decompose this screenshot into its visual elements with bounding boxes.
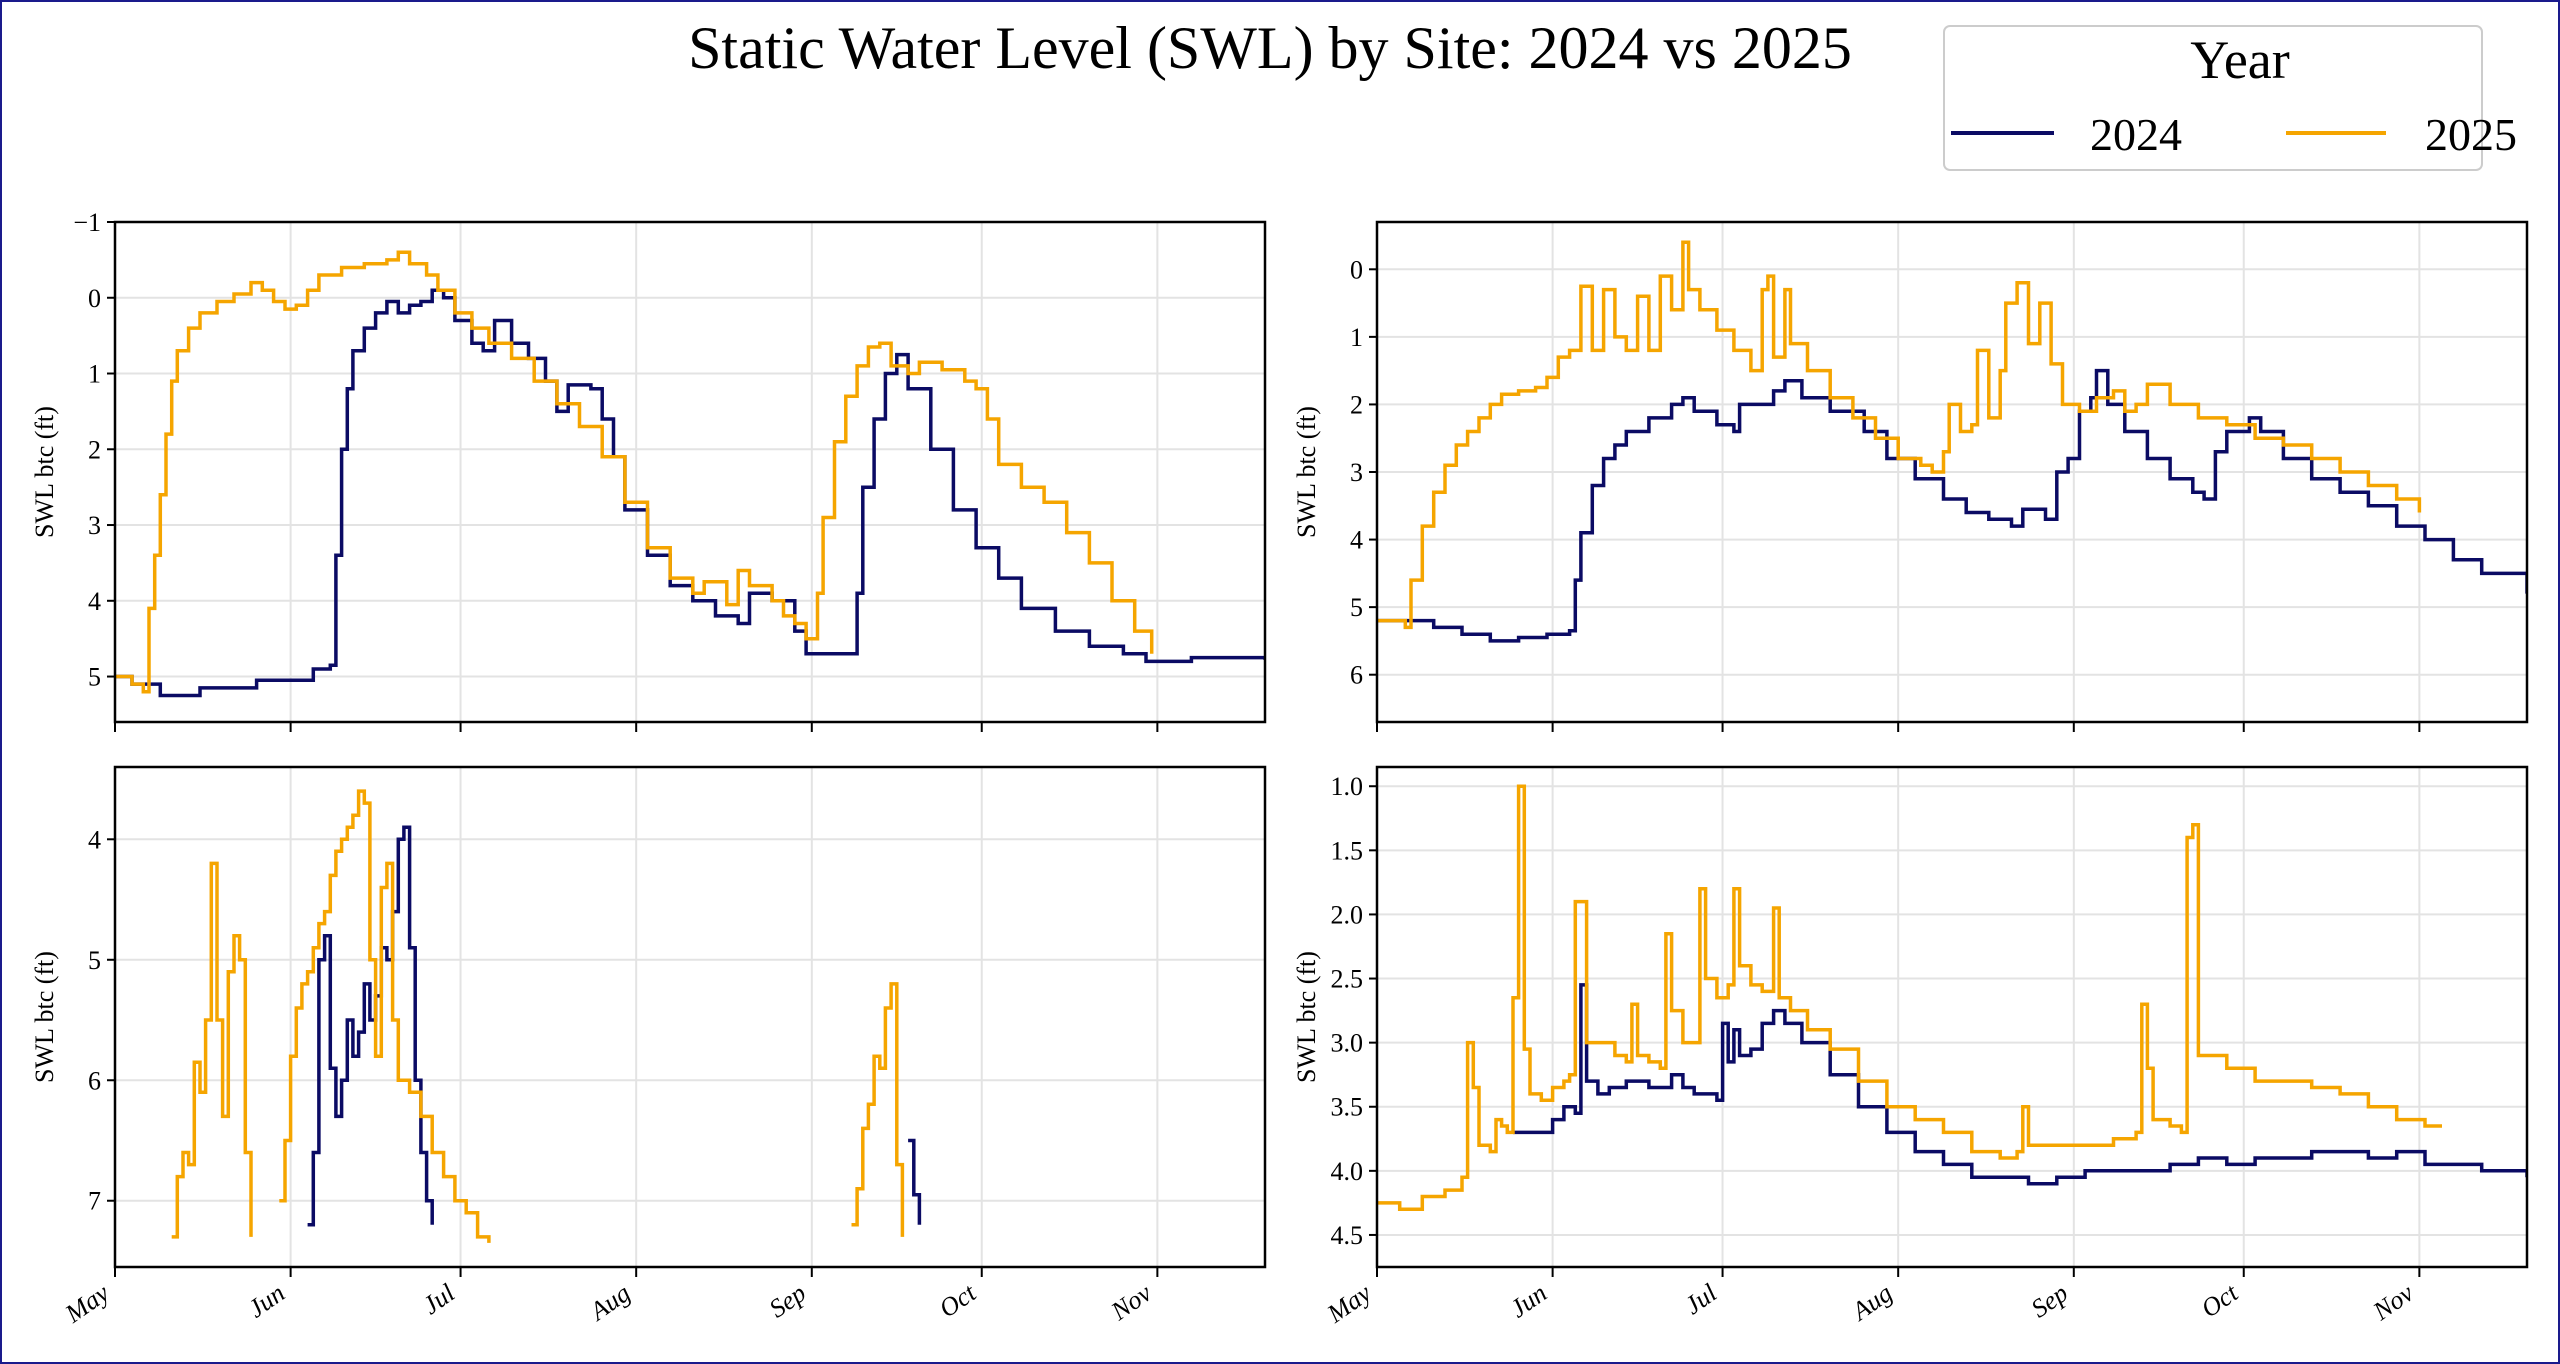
- y-axis-label: SWL btc (ft): [30, 406, 59, 538]
- y-tick-label: 4: [1350, 526, 1363, 555]
- y-axis-label: SWL btc (ft): [1292, 951, 1321, 1083]
- chart-title: Static Water Level (SWL) by Site: 2024 v…: [688, 15, 1852, 81]
- x-tick-label-nov: Nov: [1105, 1278, 1157, 1327]
- y-tick-label: 2: [1350, 390, 1363, 419]
- series-line-2024: [115, 288, 1265, 698]
- x-tick-label-nov: Nov: [2367, 1278, 2419, 1327]
- series-line-2025-seg1: [279, 789, 491, 1243]
- y-tick-label: 5: [1350, 593, 1363, 622]
- y-tick-label: 5: [88, 663, 101, 692]
- y-tick-label: 7: [88, 1187, 101, 1216]
- panel-bottom-right: 1.0 1.5 2.0 2.5 3.0 3.5 4.0 4.5 May Jun Jul Aug Sep O…: [1292, 765, 2529, 1329]
- x-tick-label-may: May: [1321, 1278, 1377, 1329]
- y-axis-label: SWL btc (ft): [30, 951, 59, 1083]
- y-tick-label: 1.5: [1331, 836, 1364, 865]
- x-tick-label-sep: Sep: [2026, 1278, 2073, 1323]
- series-line-2024-seg0: [307, 825, 434, 1227]
- series-line-2025: [115, 250, 1154, 694]
- y-tick-label: −1: [73, 208, 101, 237]
- y-tick-label: 5: [88, 946, 101, 975]
- y-tick-label: 1.0: [1331, 772, 1364, 801]
- y-axis-label: SWL btc (ft): [1292, 406, 1321, 538]
- y-tick-label: 1: [1350, 323, 1363, 352]
- y-tick-label: 4.0: [1331, 1157, 1364, 1186]
- series-line-2024: [1377, 368, 2527, 643]
- y-tick-label: 4: [88, 825, 101, 854]
- x-tick-label-jun: Jun: [243, 1278, 290, 1323]
- series-line-2025: [1377, 784, 2442, 1212]
- y-tick-label: 3: [88, 511, 101, 540]
- x-tick-label-jun: Jun: [1505, 1278, 1552, 1323]
- y-tick-label: 0: [1350, 255, 1363, 284]
- y-tick-label: 2.5: [1331, 965, 1364, 994]
- x-tick-label-may: May: [59, 1278, 115, 1329]
- panel-bottom-left: 4 5 6 7 May Jun Jul Aug Sep Oct Nov SWL btc (ft): [30, 765, 1267, 1329]
- y-tick-label: 6: [88, 1066, 101, 1095]
- x-tick-label-sep: Sep: [764, 1278, 811, 1323]
- x-tick-label-jul: Jul: [417, 1278, 460, 1320]
- series-line-2025-seg2: [851, 982, 905, 1237]
- x-tick-label-oct: Oct: [2196, 1278, 2244, 1324]
- x-tick-label-oct: Oct: [934, 1278, 982, 1324]
- legend-label-2025: 2025: [2425, 109, 2517, 160]
- legend-label-2024: 2024: [2090, 109, 2182, 160]
- y-tick-label: 1: [88, 360, 101, 389]
- y-tick-label: 6: [1350, 661, 1363, 690]
- legend-title: Year: [2190, 30, 2290, 90]
- y-tick-label: 2: [88, 435, 101, 464]
- panel-top-left: −1 0 1 2 3 4 5 SWL btc (ft): [30, 208, 1267, 732]
- y-tick-label: 2.0: [1331, 900, 1364, 929]
- legend: Year 2024 2025: [1943, 25, 2517, 171]
- y-tick-label: 3.5: [1331, 1093, 1364, 1122]
- series-line-2025-seg0: [171, 861, 253, 1239]
- y-tick-label: 3.0: [1331, 1029, 1364, 1058]
- panel-top-right: 0 1 2 3 4 5 6 SWL btc (ft): [1292, 220, 2529, 732]
- y-tick-label: 4: [88, 587, 101, 616]
- y-tick-label: 3: [1350, 458, 1363, 487]
- series-line-2024-seg1: [908, 1138, 922, 1225]
- series-line-2025: [1377, 240, 2422, 630]
- y-tick-label: 0: [88, 284, 101, 313]
- x-tick-label-jul: Jul: [1679, 1278, 1722, 1320]
- axes-frame: [113, 220, 1267, 724]
- axes-frame: [1375, 765, 2529, 1269]
- x-tick-label-aug: Aug: [583, 1278, 636, 1327]
- axes-frame: [113, 765, 1267, 1269]
- x-tick-label-aug: Aug: [1845, 1278, 1898, 1327]
- series-line-2024: [1513, 983, 2527, 1186]
- y-tick-label: 4.5: [1331, 1221, 1364, 1250]
